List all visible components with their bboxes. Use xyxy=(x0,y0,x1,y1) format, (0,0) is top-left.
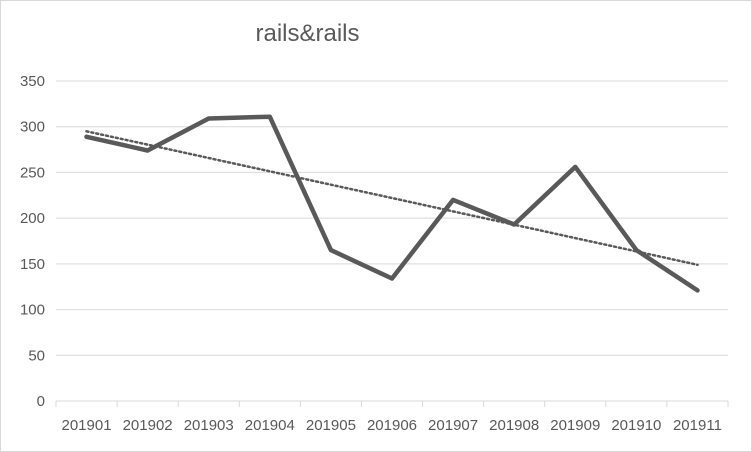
x-tick-label-201902: 201902 xyxy=(123,417,173,434)
data-point-201911 xyxy=(695,288,700,293)
data-point-201901 xyxy=(84,134,89,139)
tick-labels: 0 50 100 150 200 250 300 350 201901 201902 201903 2… xyxy=(20,73,722,434)
x-tick-label-201903: 201903 xyxy=(184,417,234,434)
x-tick-label-201910: 201910 xyxy=(611,417,661,434)
data-point-201902 xyxy=(145,148,150,153)
y-tick-label-0: 0 xyxy=(37,393,45,410)
y-tick-label-350: 350 xyxy=(20,73,45,90)
data-point-201910 xyxy=(634,248,639,253)
x-tick-label-201905: 201905 xyxy=(306,417,356,434)
x-tick-label-201908: 201908 xyxy=(489,417,539,434)
data-point-201908 xyxy=(512,222,517,227)
x-tick-label-201904: 201904 xyxy=(245,417,295,434)
data-point-201904 xyxy=(267,114,272,119)
y-tick-label-100: 100 xyxy=(20,302,45,319)
y-tick-label-150: 150 xyxy=(20,256,45,273)
series-layer xyxy=(84,114,700,293)
y-tick-label-250: 250 xyxy=(20,164,45,181)
axes xyxy=(55,400,729,407)
y-tick-label-200: 200 xyxy=(20,210,45,227)
y-tick-label-50: 50 xyxy=(28,347,45,364)
data-point-201907 xyxy=(451,197,456,202)
trendline xyxy=(85,130,699,267)
chart-title: rails&rails xyxy=(255,20,360,47)
data-point-201909 xyxy=(573,164,578,169)
x-tick-label-201906: 201906 xyxy=(367,417,417,434)
x-tick-label-201901: 201901 xyxy=(62,417,112,434)
x-tick-label-201909: 201909 xyxy=(550,417,600,434)
y-tick-label-300: 300 xyxy=(20,119,45,136)
data-point-201906 xyxy=(390,276,394,281)
data-point-201903 xyxy=(206,116,211,121)
x-tick-label-201907: 201907 xyxy=(428,417,478,434)
x-tick-label-201911: 201911 xyxy=(673,417,722,434)
data-point-201905 xyxy=(328,248,333,253)
gridlines xyxy=(56,80,728,356)
